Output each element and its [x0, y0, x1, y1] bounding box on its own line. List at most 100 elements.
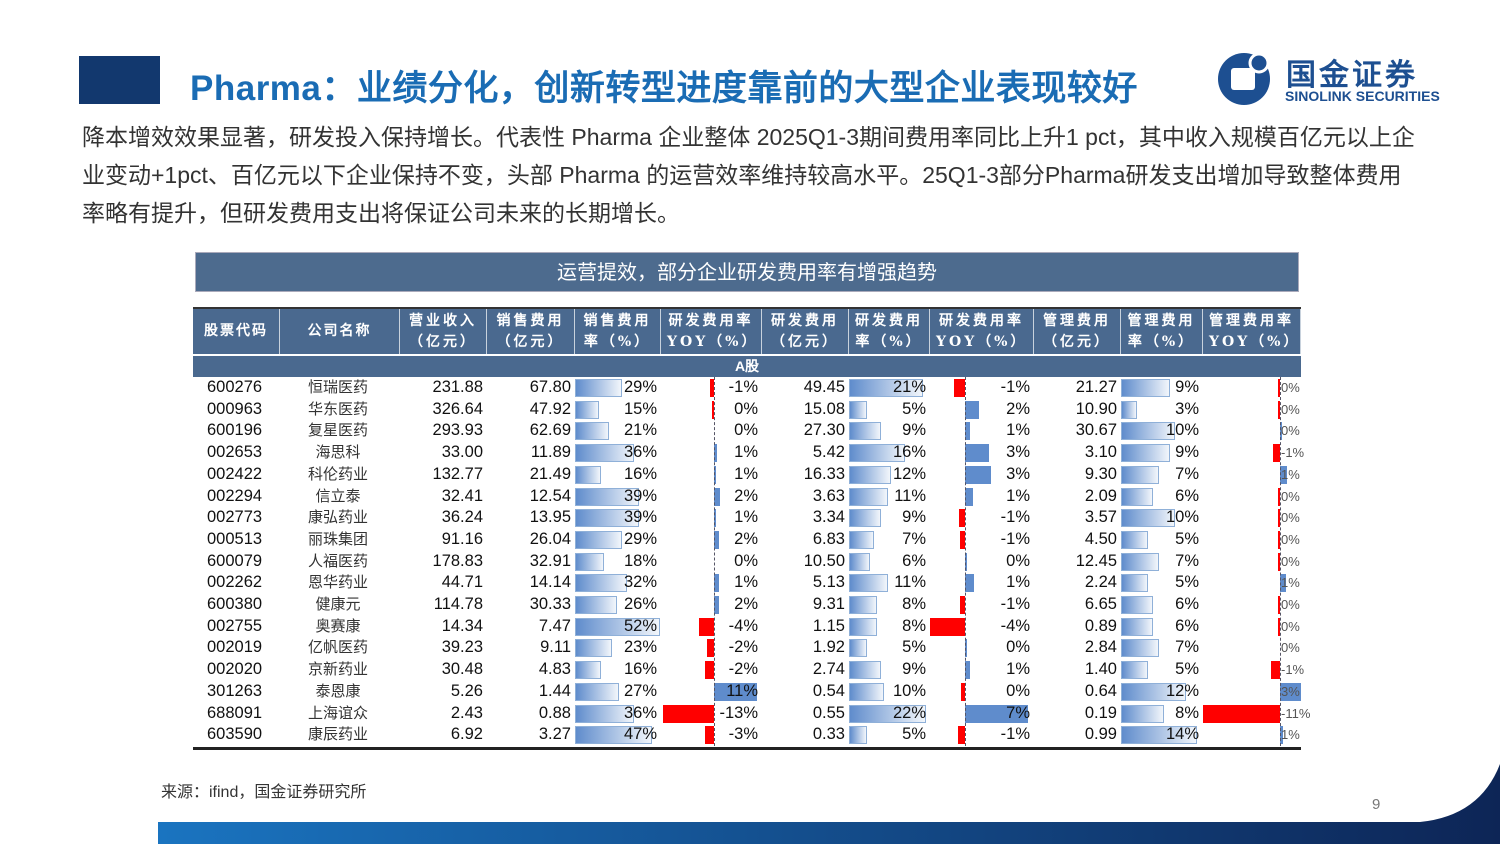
sales-yoy-bar: [714, 574, 720, 593]
sales-yoy-bar: [663, 704, 714, 723]
cell-code: 600276: [207, 378, 263, 396]
cell-mgmt-yoy: 1%: [1281, 727, 1300, 743]
mgmt-yoy-bar: [1280, 682, 1301, 701]
cell-sales: 13.95: [529, 508, 571, 527]
rd-rate-bar: [849, 422, 881, 441]
sales-yoy-bar: [714, 596, 720, 614]
cell-mgmt-rate: 7%: [1175, 464, 1199, 483]
cell-sales-yoy: 1%: [734, 573, 758, 592]
cell-revenue: 6.92: [450, 725, 483, 744]
cell-revenue: 293.93: [432, 421, 483, 440]
mgmt-rate-bar: [1121, 465, 1159, 484]
rd-yoy-bar: [929, 617, 965, 636]
sales-yoy-bar: [714, 509, 716, 528]
cell-revenue: 32.41: [441, 486, 483, 505]
cell-mgmt-yoy: 0%: [1281, 510, 1300, 526]
cell-sales: 30.33: [529, 595, 571, 613]
cell-revenue: 178.83: [432, 551, 483, 570]
cell-rd-yoy: 3%: [1006, 464, 1030, 483]
rd-rate-bar: [849, 465, 891, 484]
mgmt-yoy-bar: [1278, 530, 1280, 549]
rd-rate-bar: [849, 574, 888, 593]
cell-sales-rate: 36%: [623, 703, 657, 722]
cell-code: 000963: [207, 399, 263, 418]
cell-sales: 12.54: [529, 486, 571, 505]
cell-mgmt-yoy: 0%: [1281, 423, 1300, 439]
cell-sales: 14.14: [529, 573, 571, 592]
mgmt-rate-bar: [1121, 661, 1148, 680]
cell-sales-rate: 52%: [623, 616, 657, 635]
cell-rd: 3.63: [812, 486, 845, 505]
sales-yoy-bar: [710, 379, 714, 397]
cell-name: 复星医药: [307, 421, 368, 440]
cell-revenue: 114.78: [433, 595, 483, 613]
cell-sales: 1.44: [538, 681, 571, 700]
cell-sales-rate: 18%: [623, 551, 657, 570]
cell-sales: 21.49: [529, 464, 571, 483]
cell-mgmt-rate: 7%: [1175, 551, 1199, 570]
rd-rate-bar: [849, 617, 877, 636]
cell-mgmt-yoy: 0%: [1281, 597, 1300, 612]
cell-sales: 62.69: [529, 421, 571, 440]
cell-rd: 1.92: [812, 638, 845, 657]
rd-rate-bar: [849, 444, 905, 463]
cell-name: 丽珠集团: [307, 529, 368, 548]
mgmt-yoy-bar: [1273, 444, 1280, 463]
rd-rate-bar: [849, 639, 867, 658]
cell-code: 002755: [207, 616, 263, 635]
sales-rate-bar: [575, 530, 623, 549]
cell-sales-rate: 47%: [623, 725, 657, 744]
cell-revenue: 231.88: [432, 378, 483, 396]
cell-mgmt-yoy: 0%: [1281, 380, 1300, 395]
cell-rd-rate: 22%: [892, 703, 926, 722]
cell-sales-rate: 15%: [623, 399, 657, 418]
cell-code: 600079: [207, 551, 263, 570]
cell-mgmt-rate: 8%: [1175, 703, 1199, 722]
rd-rate-bar: [849, 704, 926, 723]
cell-mgmt-rate: 14%: [1165, 725, 1199, 744]
sales-yoy-bar: [699, 617, 714, 636]
cell-mgmt: 12.45: [1075, 551, 1117, 570]
cell-rd: 49.45: [803, 378, 845, 396]
cell-rd-rate: 11%: [894, 573, 926, 592]
sales-yoy-bar: [712, 400, 714, 419]
cell-rd-yoy: 2%: [1006, 399, 1030, 418]
cell-sales: 67.80: [529, 378, 571, 396]
cell-sales-yoy: -13%: [719, 703, 758, 722]
sinolink-logo: 国金证券 SINOLINK SECURITIES: [1216, 48, 1476, 108]
table-bottom-rule: [193, 746, 1301, 750]
cell-sales-yoy: 11%: [726, 681, 758, 700]
column-header-sales-yoy: 研发费用率YOY（%）: [661, 309, 762, 354]
cell-sales: 26.04: [529, 529, 571, 548]
cell-name: 人福医药: [307, 551, 368, 570]
mgmt-yoy-bar: [1277, 400, 1280, 419]
cell-mgmt-rate: 7%: [1175, 638, 1199, 657]
cell-code: 002262: [207, 573, 263, 592]
cell-rd: 0.55: [812, 703, 845, 722]
cell-sales-yoy: 0%: [734, 421, 758, 440]
cell-mgmt: 0.89: [1084, 616, 1117, 635]
rd-yoy-bar: [965, 444, 990, 463]
mgmt-yoy-bar: [1270, 661, 1280, 680]
cell-mgmt-yoy: 0%: [1281, 488, 1300, 504]
mgmt-rate-bar: [1121, 596, 1154, 614]
cell-sales-rate: 39%: [623, 508, 657, 527]
cell-rd-rate: 5%: [902, 638, 926, 657]
cell-mgmt-rate: 5%: [1175, 573, 1199, 592]
source-note: 来源：ifind，国金证券研究所: [161, 784, 367, 801]
cell-rd: 2.74: [812, 660, 845, 679]
cell-name: 康辰药业: [307, 725, 368, 744]
cell-sales: 47.92: [529, 399, 571, 418]
sales-rate-bar: [575, 552, 605, 571]
cell-rd: 15.08: [803, 399, 845, 418]
page-number: 9: [1372, 796, 1381, 813]
rd-rate-bar: [849, 400, 867, 419]
mgmt-rate-bar: [1121, 379, 1170, 397]
cell-sales-rate: 27%: [623, 681, 657, 700]
cell-mgmt-rate: 3%: [1175, 399, 1199, 418]
cell-mgmt: 2.24: [1084, 573, 1117, 592]
cell-mgmt-rate: 9%: [1175, 443, 1199, 462]
cell-mgmt-rate: 10%: [1165, 508, 1199, 527]
cell-mgmt-yoy: 1%: [1281, 575, 1300, 591]
cell-revenue: 132.77: [432, 464, 483, 483]
